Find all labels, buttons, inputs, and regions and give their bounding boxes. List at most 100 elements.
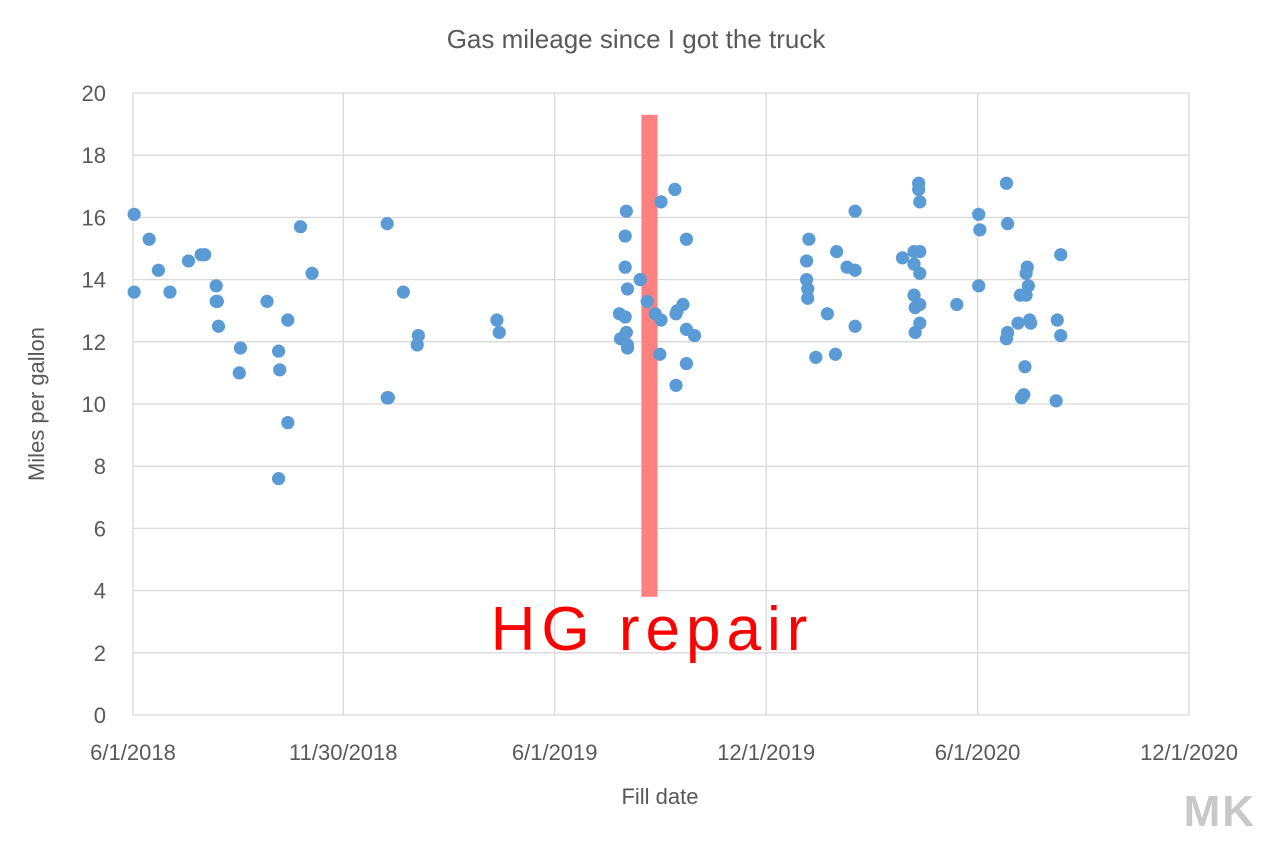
data-point-0-54 [687, 328, 702, 343]
data-point-0-46 [668, 182, 682, 197]
data-point-0-17 [273, 363, 287, 377]
y-tick-label-3: 6 [94, 516, 106, 541]
data-point-0-92 [1017, 388, 1031, 402]
grid [132, 92, 1190, 716]
data-point-0-35 [619, 204, 633, 218]
data-point-0-11 [211, 319, 226, 333]
y-tick-labels: 0 2 4 6 8 10 12 14 16 18 20 [82, 81, 106, 728]
data-point-0-24 [381, 391, 395, 405]
data-point-0-66 [848, 204, 862, 218]
data-point-0-44 [654, 195, 668, 209]
data-point-0-50 [676, 297, 690, 312]
y-tick-label-6: 12 [82, 330, 106, 355]
data-point-0-4 [163, 285, 177, 299]
data-point-0-93 [1018, 360, 1032, 374]
data-point-0-41 [640, 294, 654, 308]
data-point-0-19 [281, 416, 295, 430]
data-point-0-75 [912, 182, 926, 197]
data-point-0-28 [490, 313, 504, 327]
x-tick-label-1: 11/30/2018 [289, 740, 397, 765]
hg-repair-annotation: HG repair [491, 595, 814, 664]
data-point-0-16 [271, 472, 286, 486]
y-tick-label-7: 14 [82, 268, 106, 293]
data-points [127, 176, 1068, 486]
data-point-0-99 [1024, 316, 1038, 330]
x-axis-label: Fill date [621, 784, 698, 809]
data-point-0-58 [801, 282, 815, 296]
data-point-0-34 [618, 229, 632, 243]
data-point-0-88 [1001, 217, 1015, 231]
data-point-0-14 [260, 294, 274, 308]
y-tick-label-5: 10 [82, 392, 106, 417]
data-point-0-76 [913, 195, 927, 209]
chart-title: Gas mileage since I got the truck [447, 24, 827, 54]
data-point-0-56 [799, 254, 814, 268]
data-point-0-45 [654, 313, 668, 327]
data-point-0-5 [181, 254, 196, 268]
data-point-0-59 [802, 232, 816, 246]
data-point-0-80 [913, 266, 927, 280]
data-point-0-96 [1020, 260, 1034, 274]
data-point-0-97 [1021, 279, 1036, 293]
data-point-0-37 [620, 282, 635, 296]
data-point-0-77 [913, 297, 927, 312]
data-point-0-102 [1054, 248, 1068, 262]
data-point-0-57 [801, 291, 815, 305]
data-point-0-67 [848, 319, 862, 333]
hg-repair-band [641, 114, 658, 597]
data-point-0-27 [411, 328, 425, 343]
data-point-0-62 [828, 347, 843, 361]
data-point-0-100 [1049, 394, 1063, 408]
data-point-0-86 [999, 176, 1014, 190]
y-tick-label-8: 16 [82, 205, 106, 230]
y-tick-label-0: 0 [94, 703, 106, 728]
x-tick-label-4: 6/1/2020 [935, 740, 1021, 765]
data-point-0-21 [305, 266, 319, 280]
data-point-0-13 [233, 341, 248, 355]
data-point-0-101 [1050, 313, 1064, 327]
highlight-band-layer [641, 114, 658, 597]
data-point-0-1 [127, 207, 141, 221]
data-point-0-18 [281, 313, 295, 327]
data-point-0-29 [492, 325, 506, 340]
data-point-0-2 [142, 232, 156, 246]
data-point-0-83 [972, 279, 986, 293]
data-point-0-68 [895, 251, 910, 265]
y-axis-label: Miles per gallon [24, 327, 49, 481]
data-point-0-53 [679, 232, 694, 246]
data-point-0-40 [633, 273, 647, 287]
data-point-0-7 [198, 248, 212, 262]
data-point-0-8 [209, 279, 223, 293]
data-point-0-33 [618, 260, 632, 274]
data-point-0-84 [973, 223, 987, 237]
y-tick-label-2: 4 [94, 579, 106, 604]
data-point-0-3 [151, 263, 166, 277]
data-point-0-36 [619, 325, 633, 340]
data-point-0-52 [679, 356, 694, 371]
x-tick-labels: 6/1/2018 11/30/2018 6/1/2019 12/1/2019 6/1/2… [90, 740, 1238, 765]
data-point-0-32 [618, 310, 632, 324]
data-point-0-20 [293, 220, 308, 234]
data-point-0-10 [210, 294, 224, 308]
data-point-0-15 [271, 344, 286, 358]
data-point-0-60 [809, 350, 823, 364]
x-tick-label-5: 12/1/2020 [1140, 740, 1238, 765]
data-point-0-65 [848, 263, 862, 277]
x-tick-label-2: 6/1/2019 [512, 740, 598, 765]
data-point-0-0 [127, 285, 141, 299]
data-point-0-103 [1054, 328, 1068, 343]
y-tick-label-9: 18 [82, 143, 106, 168]
data-point-0-48 [669, 378, 683, 392]
data-point-0-25 [396, 285, 410, 299]
data-point-0-79 [913, 245, 927, 259]
data-point-0-22 [380, 217, 394, 231]
mk-watermark: MK [1184, 787, 1256, 836]
y-tick-label-1: 2 [94, 641, 106, 666]
data-point-0-89 [1011, 316, 1025, 330]
data-point-0-61 [820, 307, 834, 321]
data-point-0-81 [950, 297, 964, 312]
y-tick-label-4: 8 [94, 454, 106, 479]
x-tick-label-3: 12/1/2019 [717, 740, 815, 765]
x-tick-label-0: 6/1/2018 [90, 740, 176, 765]
